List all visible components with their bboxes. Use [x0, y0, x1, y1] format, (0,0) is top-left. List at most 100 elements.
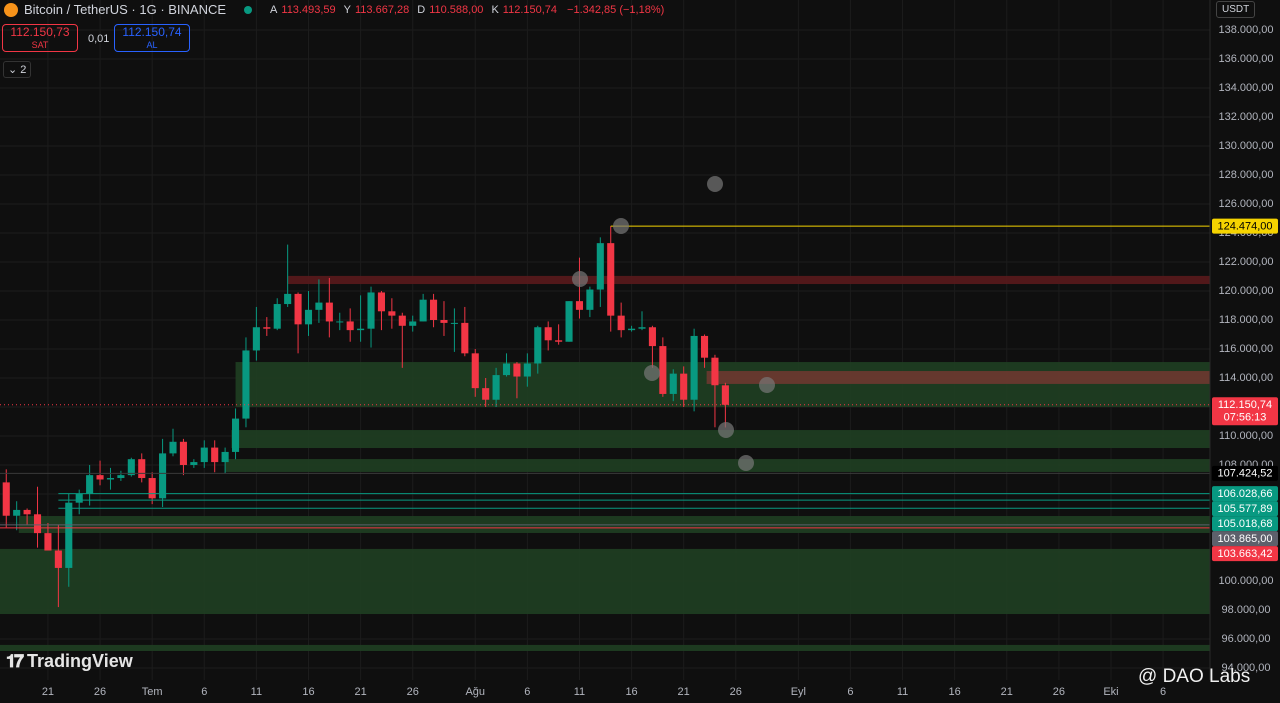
candle-body [388, 311, 396, 316]
candle-body [648, 327, 656, 347]
price-label: 107.424,52 [1217, 468, 1272, 480]
candle-body [440, 319, 448, 323]
symbol-header: Bitcoin / TetherUS · 1G · BINANCE A 113.4… [4, 2, 664, 17]
candle-body [231, 418, 240, 452]
x-tick-label: 26 [730, 686, 742, 698]
candle-body [96, 475, 104, 480]
candle-body [2, 482, 10, 516]
ohlc-key: K [491, 3, 499, 16]
buy-button[interactable]: 112.150,74 AL [114, 24, 190, 52]
candle-body [117, 475, 125, 479]
indicators-toggle[interactable]: ⌄ 2 [3, 61, 32, 78]
candle-body [534, 327, 542, 364]
ohlc: A 113.493,59 Y 113.667,28 D 110.588,00 K 112.15… [270, 4, 561, 16]
candle-body [607, 243, 615, 316]
candle-body [33, 514, 42, 534]
price-label-bg [1212, 546, 1278, 562]
currency[interactable]: USDT [1216, 1, 1256, 18]
y-tick-label: 128.000,00 [1218, 169, 1273, 181]
drawing-point [707, 176, 723, 192]
x-tick-label: 16 [625, 686, 637, 698]
candle-body [304, 309, 313, 325]
coin-icon [4, 2, 18, 17]
price-label: 103.865,00 [1217, 533, 1272, 545]
candle-body [471, 353, 479, 389]
zones [0, 275, 1211, 652]
candle-body [75, 493, 83, 503]
candle-body [106, 478, 115, 480]
candle-body [23, 509, 31, 515]
price-label: 103.663,42 [1217, 548, 1272, 560]
price-label: 105.577,89 [1217, 503, 1272, 515]
x-tick-label: Tem [142, 686, 163, 698]
sell-button[interactable]: 112.150,73 SAT [2, 24, 78, 52]
y-tick-label: 136.000,00 [1218, 53, 1273, 65]
candle-body [711, 357, 719, 386]
drawing-point [718, 422, 734, 438]
zone [231, 430, 1210, 449]
candle-body [367, 292, 375, 329]
candle-body [148, 478, 156, 499]
y-tick-label: 134.000,00 [1218, 82, 1273, 94]
candle-body [502, 363, 511, 376]
zone [225, 459, 1210, 472]
candle-body [628, 328, 636, 331]
y-tick-label: 132.000,00 [1218, 111, 1273, 123]
y-tick-label: 98.000,00 [1222, 604, 1271, 616]
candle-body [669, 373, 677, 394]
price-label: 105.018,68 [1217, 518, 1272, 530]
price-label: 112.150,74 [1218, 399, 1272, 411]
candle-body [721, 385, 729, 405]
candle-body [357, 328, 365, 331]
symbol[interactable]: Bitcoin / TetherUS · 1G · BINANCE [24, 2, 227, 17]
candle-body [430, 299, 438, 320]
x-tick-label: 6 [1160, 686, 1166, 698]
candle-body [336, 321, 344, 323]
candle-body [659, 346, 667, 394]
price-countdown: 07:56:13 [1224, 412, 1267, 424]
candle-body [638, 327, 646, 329]
ohlc-value: 110.588,00 [429, 3, 484, 16]
candle-body [138, 459, 146, 479]
y-tick-label: 116.000,00 [1219, 343, 1273, 355]
candle-body [13, 509, 21, 516]
watermark-text: TradingView [27, 651, 133, 671]
candle-body [252, 327, 260, 351]
candle-body [690, 335, 698, 400]
candle-body [221, 451, 229, 463]
candle-body [315, 302, 323, 310]
candle-body [596, 243, 604, 290]
candle-body [523, 363, 531, 377]
candle-body [377, 292, 385, 312]
price-label-bg [1212, 218, 1278, 234]
candle-body [44, 533, 52, 551]
x-tick-label: 26 [407, 686, 419, 698]
candle-body [586, 289, 594, 310]
time-axis [0, 680, 1210, 703]
price-lines [0, 225, 1210, 529]
candle-body [54, 550, 62, 568]
ohlc-value: 112.150,74 [502, 3, 558, 16]
candle-body [575, 301, 584, 310]
price-label-bg [1212, 397, 1278, 426]
ohlc-value: 113.667,28 [354, 3, 410, 16]
ohlc-value: 113.493,59 [281, 3, 336, 16]
spread: 0,01 [88, 33, 110, 45]
credit: @ DAO Labs [1138, 666, 1251, 687]
x-tick-label: 21 [1001, 686, 1013, 698]
zone [0, 644, 1210, 652]
candle-body [450, 322, 458, 324]
ohlc-key: Y [343, 3, 351, 16]
x-tick-label: 6 [847, 686, 853, 698]
candle-body [700, 335, 709, 358]
candle-body [127, 459, 135, 476]
candle-body [513, 363, 521, 377]
x-tick-label: 26 [1053, 686, 1065, 698]
candle-body [273, 304, 281, 329]
ohlc-key: A [270, 3, 278, 16]
price-label-bg [1212, 516, 1278, 532]
y-tick-label: 130.000,00 [1218, 140, 1273, 152]
candle-body [617, 315, 625, 331]
candle-body [555, 340, 563, 342]
